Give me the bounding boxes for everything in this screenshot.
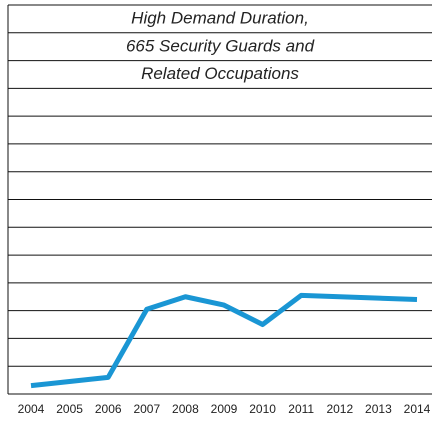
x-tick-label: 2008 <box>172 402 199 416</box>
x-tick-label: 2009 <box>211 402 238 416</box>
x-tick-label: 2013 <box>365 402 392 416</box>
data-line <box>30 292 418 389</box>
x-tick-label: 2011 <box>288 402 314 416</box>
x-tick-label: 2006 <box>95 402 122 416</box>
chart-title: Related Occupations <box>141 64 299 83</box>
x-tick-label: 2005 <box>56 402 83 416</box>
chart-title: 665 Security Guards and <box>126 36 315 55</box>
x-tick-label: 2007 <box>133 402 160 416</box>
x-tick-label: 2004 <box>18 402 45 416</box>
x-tick-label: 2010 <box>249 402 276 416</box>
chart-title: High Demand Duration, <box>131 8 309 27</box>
x-tick-label: 2014 <box>404 402 431 416</box>
x-tick-label: 2012 <box>326 402 353 416</box>
